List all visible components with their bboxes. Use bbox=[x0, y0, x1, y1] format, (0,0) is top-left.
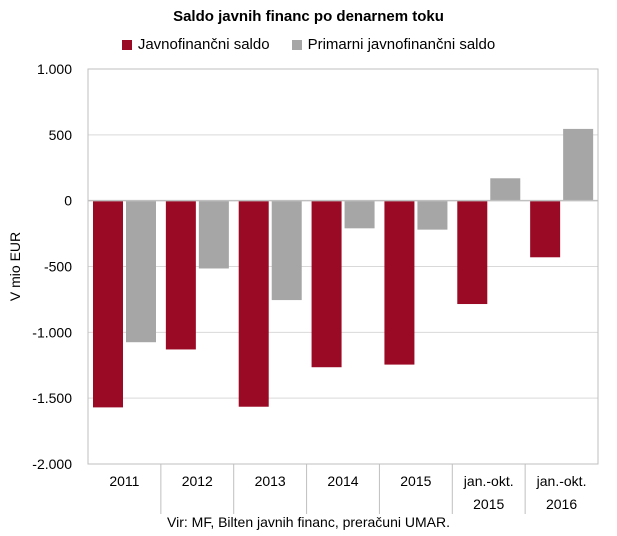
bar-javnofinancni bbox=[457, 200, 488, 305]
legend-label-1: Primarni javnofinančni saldo bbox=[307, 36, 496, 53]
plot-border bbox=[87, 68, 599, 465]
x-tick-label: 2016 bbox=[546, 496, 577, 512]
bar-javnofinancni bbox=[238, 200, 269, 407]
bar-primarni bbox=[490, 178, 521, 201]
legend-item-1: Primarni javnofinančni saldo bbox=[291, 36, 496, 53]
x-tick-label: 2011 bbox=[109, 473, 139, 489]
source-note: Vir: MF, Bilten javnih financ, preračuni… bbox=[167, 514, 450, 530]
bar-javnofinancni bbox=[384, 200, 415, 365]
bar-primarni bbox=[563, 128, 594, 201]
bar-javnofinancni bbox=[165, 200, 196, 350]
x-tick-label: 2013 bbox=[255, 473, 286, 489]
legend: Javnofinančni saldo Primarni javnofinanč… bbox=[0, 36, 617, 53]
y-tick-label: -1.500 bbox=[32, 390, 72, 406]
y-tick-label: 1.000 bbox=[37, 61, 72, 77]
bar-primarni bbox=[198, 200, 229, 269]
x-tick-label: jan.-okt. bbox=[536, 473, 587, 489]
x-tick-label: jan.-okt. bbox=[463, 473, 514, 489]
chart-title: Saldo javnih financ po denarnem toku bbox=[173, 8, 444, 25]
y-axis-title: V mio EUR bbox=[7, 232, 23, 301]
bar-javnofinancni bbox=[530, 200, 561, 258]
x-tick-label: 2015 bbox=[473, 496, 504, 512]
legend-swatch-1 bbox=[291, 39, 302, 50]
bar-primarni bbox=[271, 200, 302, 301]
x-tick-label: 2012 bbox=[182, 473, 213, 489]
bar-primarni bbox=[417, 200, 448, 230]
y-tick-label: -1.000 bbox=[32, 324, 72, 340]
y-tick-label: 0 bbox=[64, 193, 72, 209]
y-tick-label: -2.000 bbox=[32, 456, 72, 472]
y-tick-label: -500 bbox=[44, 259, 72, 275]
x-tick-label: 2015 bbox=[400, 473, 431, 489]
bar-javnofinancni bbox=[311, 200, 342, 368]
bar-primarni bbox=[126, 200, 156, 343]
legend-swatch-0 bbox=[121, 39, 132, 50]
bar-javnofinancni bbox=[93, 200, 123, 408]
bar-primarni bbox=[344, 200, 375, 229]
y-tick-label: 500 bbox=[49, 127, 73, 143]
x-tick-label: 2014 bbox=[327, 473, 358, 489]
legend-label-0: Javnofinančni saldo bbox=[137, 36, 270, 53]
legend-item-0: Javnofinančni saldo bbox=[121, 36, 270, 53]
